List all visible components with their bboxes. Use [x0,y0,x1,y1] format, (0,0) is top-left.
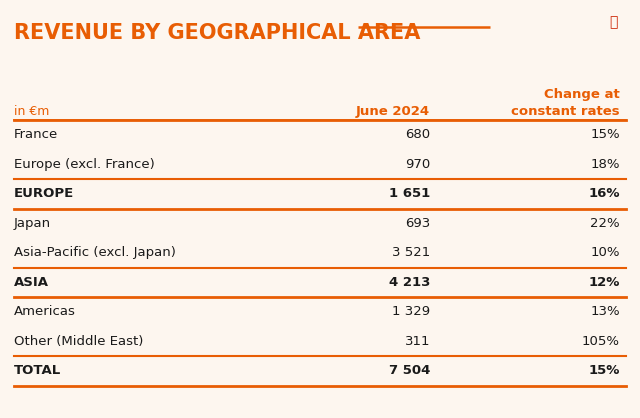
Text: Japan: Japan [14,217,51,230]
Text: Other (Middle East): Other (Middle East) [14,335,143,348]
Text: 970: 970 [404,158,430,171]
Text: France: France [14,128,58,141]
Text: EUROPE: EUROPE [14,187,74,200]
Text: 693: 693 [404,217,430,230]
Text: 680: 680 [405,128,430,141]
Text: 1 651: 1 651 [388,187,430,200]
Text: 15%: 15% [590,128,620,141]
Text: constant rates: constant rates [511,105,620,118]
Text: 7 504: 7 504 [388,364,430,377]
Text: 16%: 16% [589,187,620,200]
Text: 10%: 10% [591,246,620,259]
Text: 105%: 105% [582,335,620,348]
Text: 15%: 15% [589,364,620,377]
Text: 18%: 18% [591,158,620,171]
Text: TOTAL: TOTAL [14,364,61,377]
Text: ASIA: ASIA [14,276,49,289]
Text: Asia-Pacific (excl. Japan): Asia-Pacific (excl. Japan) [14,246,176,259]
Text: Europe (excl. France): Europe (excl. France) [14,158,155,171]
Text: June 2024: June 2024 [356,105,430,118]
Text: 🏇: 🏇 [609,15,617,29]
Text: REVENUE BY GEOGRAPHICAL AREA: REVENUE BY GEOGRAPHICAL AREA [14,23,420,43]
Text: 311: 311 [404,335,430,348]
Text: 22%: 22% [590,217,620,230]
Text: in €m: in €m [14,105,49,118]
Text: Change at: Change at [544,88,620,101]
Text: 4 213: 4 213 [388,276,430,289]
Text: 3 521: 3 521 [392,246,430,259]
Text: 13%: 13% [590,305,620,318]
Text: 12%: 12% [589,276,620,289]
Text: Americas: Americas [14,305,76,318]
Text: 1 329: 1 329 [392,305,430,318]
